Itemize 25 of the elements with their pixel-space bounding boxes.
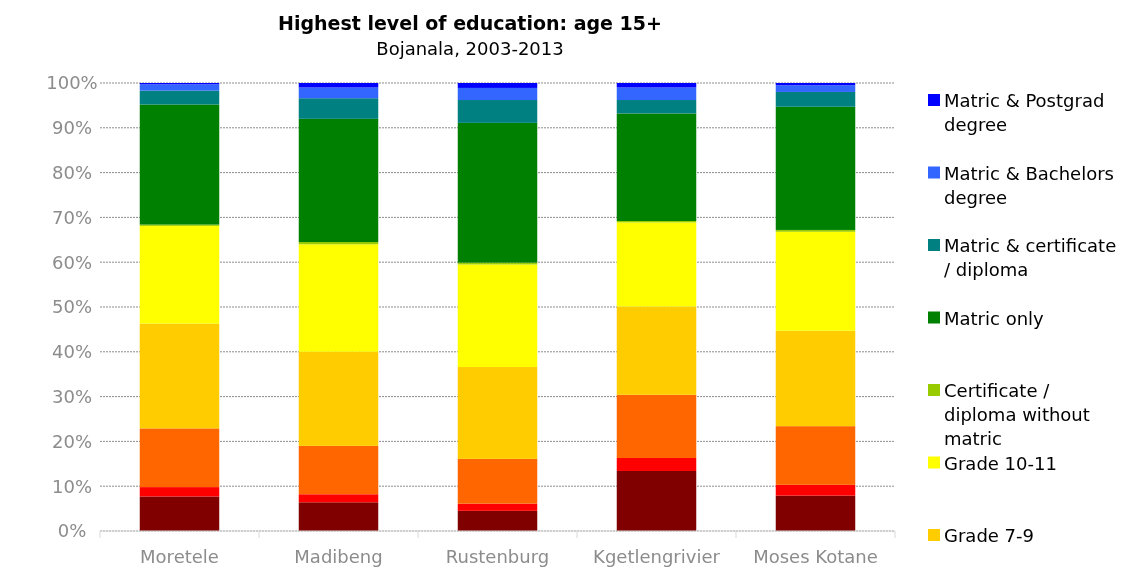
- chart-title: Highest level of education: age 15+: [278, 12, 662, 34]
- legend-label: Grade 10-11: [944, 452, 1057, 474]
- legend-label: Matric & Bachelors degree: [944, 162, 1114, 208]
- x-tick-label: Moses Kotane: [753, 546, 878, 567]
- legend-label: Grade 7-9: [944, 525, 1034, 547]
- y-tick-label: 40%: [51, 341, 93, 363]
- legend-label: Matric & certificate / diploma: [944, 235, 1117, 281]
- legend-label: Matric & Postgrad degree: [944, 90, 1105, 136]
- x-tick-label: Moretele: [140, 546, 219, 567]
- y-tick-label: 60%: [51, 251, 93, 273]
- y-tick-label: 80%: [51, 161, 93, 183]
- y-tick-label: 100%: [46, 72, 98, 94]
- x-tick-label: Rustenburg: [445, 546, 550, 567]
- y-tick-label: 30%: [51, 385, 93, 407]
- y-tick-label: 50%: [51, 296, 93, 318]
- y-tick-label: 10%: [51, 475, 93, 497]
- chart-subtitle: Bojanala, 2003-2013: [376, 38, 564, 59]
- y-tick-label: 90%: [51, 117, 93, 139]
- legend-label: Matric only: [944, 307, 1045, 329]
- y-tick-label: 70%: [51, 206, 93, 228]
- legend-label: Certificate / diploma without matric: [944, 380, 1090, 450]
- y-tick-label: 20%: [51, 430, 93, 452]
- x-tick-label: Kgetlengrivier: [593, 546, 721, 567]
- y-tick-label: 0%: [57, 520, 87, 542]
- x-tick-label: Madibeng: [294, 546, 383, 567]
